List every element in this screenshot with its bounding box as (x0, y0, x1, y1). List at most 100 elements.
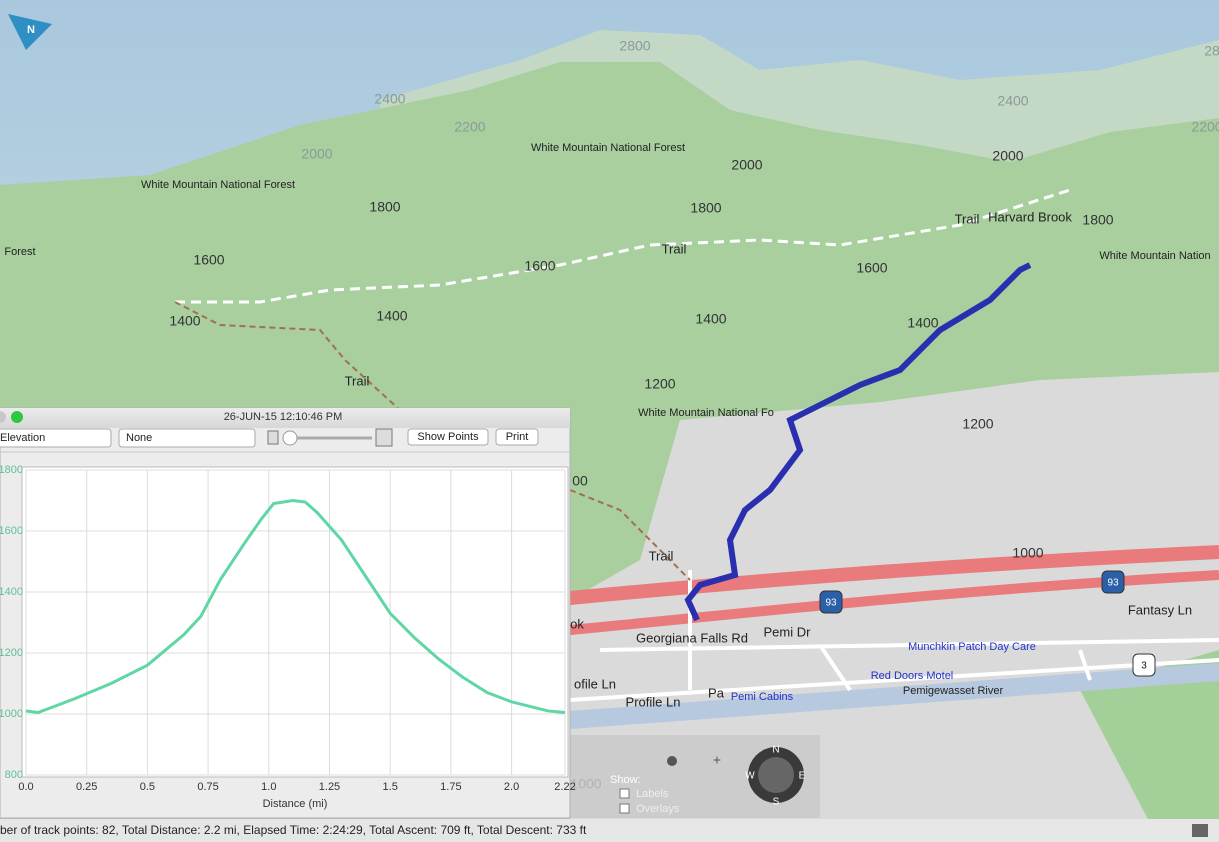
map-label: Pa (708, 685, 725, 700)
binoculars-icon[interactable] (1192, 824, 1208, 837)
window-button[interactable] (0, 411, 6, 423)
y-tick-label: 800 (5, 769, 23, 781)
map-label: 28 (1204, 43, 1219, 59)
map-label: ofile Ln (574, 676, 616, 691)
window-title: 26-JUN-15 12:10:46 PM (224, 411, 343, 423)
trail (175, 188, 1071, 304)
map-label: White Mountain National Forest (531, 142, 685, 154)
map-label: White Mountain Nation (1099, 250, 1210, 262)
highway (569, 545, 1219, 605)
map-labels: 2800 28 2400 2400 2200 2200 White Mountain Nat… (4, 38, 1219, 792)
y-popup[interactable] (0, 428, 112, 448)
map-label: 1400 (695, 311, 726, 327)
map-label: Fantasy Ln (1128, 602, 1192, 617)
show-label: Show: (610, 774, 641, 786)
map-label: 1600 (193, 252, 224, 268)
river (569, 663, 1219, 729)
map-label: Trail (662, 241, 687, 256)
status-background (0, 819, 1219, 842)
elevation-line (25, 498, 566, 715)
map-label: Forest (4, 246, 35, 258)
labels-option[interactable]: Labels (636, 788, 669, 800)
title-bar (0, 408, 570, 428)
print-label[interactable]: Print (506, 431, 529, 443)
overlay-popup-label[interactable]: None (126, 432, 152, 444)
compass-e: E (799, 771, 806, 782)
map-label: 1000 (1012, 545, 1043, 561)
x-tick-label: 2.0 (504, 781, 519, 793)
map-label: 1400 (376, 308, 407, 324)
gps-track[interactable] (684, 262, 1032, 622)
print-button[interactable] (495, 428, 539, 446)
map-label: Georgiana Falls Rd (636, 630, 748, 645)
map-label: 1200 (962, 416, 993, 432)
labels-checkbox[interactable] (619, 788, 630, 799)
y-tick-label: 1600 (0, 525, 23, 537)
x-tick-label: 1.75 (440, 781, 461, 793)
map-label: 2200 (1191, 119, 1219, 135)
x-tick-label: 0.25 (76, 781, 97, 793)
y-tick-label: 1400 (0, 586, 23, 598)
overlay-popup[interactable] (118, 428, 256, 448)
route-number: 93 (1107, 578, 1119, 589)
route-number: 3 (1141, 661, 1147, 672)
route-shield (1132, 653, 1156, 677)
map-label: 1600 (856, 260, 887, 276)
map-label: Trail (955, 211, 980, 226)
status-text: ber of track points: 82, Total Distance:… (0, 823, 587, 837)
roads (569, 570, 1219, 702)
forest-patch (1080, 650, 1219, 842)
zoom-button[interactable] (11, 411, 23, 423)
x-tick-label: 1.5 (383, 781, 398, 793)
profile-window: 26-JUN-15 12:10:46 PM Elevation None Sho… (0, 407, 571, 819)
map-label: 1800 (1082, 212, 1113, 228)
overlays-checkbox[interactable] (619, 803, 630, 814)
map-label: Pemi Dr (764, 624, 812, 639)
icon-large (375, 428, 393, 447)
map-label: 1400 (169, 313, 200, 329)
map-controls: + Show: Labels Overlays N E S W (570, 735, 820, 818)
map-label: 2000 (731, 157, 762, 173)
map-label: Harvard Brook (988, 209, 1072, 224)
map-label: 1800 (690, 200, 721, 216)
trail (174, 301, 691, 581)
elevation-chart: 0.0 0.25 0.5 0.75 1.0 1.25 1.5 1.75 2.0 2.22 800 10… (0, 464, 576, 793)
show-points-button[interactable] (407, 428, 489, 446)
map-label: 00 (572, 473, 588, 489)
compass-ball[interactable] (758, 757, 794, 793)
map-label: White Mountain National Forest (141, 179, 295, 191)
x-tick-label: 2.22 (554, 781, 575, 793)
map-label: 2400 (374, 91, 405, 107)
overlays-option[interactable]: Overlays (636, 803, 680, 815)
x-tick-label: 1.25 (319, 781, 340, 793)
compass-s: S (773, 797, 780, 808)
zoom-in[interactable]: + (713, 752, 721, 768)
plot-area (21, 466, 569, 778)
y-tick-label: 1800 (0, 464, 23, 476)
map-label: 2000 (992, 148, 1023, 164)
map-label: 2800 (619, 38, 650, 54)
x-tick-label: 0.0 (18, 781, 33, 793)
valley (570, 372, 1219, 842)
map-label: Munchkin Patch Day Care (908, 641, 1036, 653)
map-label: Trail (649, 548, 674, 563)
y-tick-label: 1200 (0, 647, 23, 659)
x-tick-label: 0.5 (140, 781, 155, 793)
x-tick-label: 0.75 (197, 781, 218, 793)
map-label: ok (570, 616, 584, 631)
north-arrow[interactable] (8, 14, 52, 50)
map-label: Pemigewasset River (903, 685, 1004, 697)
map-label: 1600 (524, 258, 555, 274)
map-label: 2200 (454, 119, 485, 135)
map-label: Trail (345, 373, 370, 388)
map-label: White Mountain National Fo (638, 407, 774, 419)
compass-w: W (745, 771, 755, 782)
zoom-knob[interactable] (667, 756, 677, 766)
map-label: Pemi Cabins (731, 691, 794, 703)
show-points-label[interactable]: Show Points (417, 431, 479, 443)
status-bar: ber of track points: 82, Total Distance:… (0, 819, 1219, 842)
map-label: 2400 (997, 93, 1028, 109)
slider-knob[interactable] (282, 430, 298, 446)
y-popup-label[interactable]: Elevation (0, 432, 45, 444)
